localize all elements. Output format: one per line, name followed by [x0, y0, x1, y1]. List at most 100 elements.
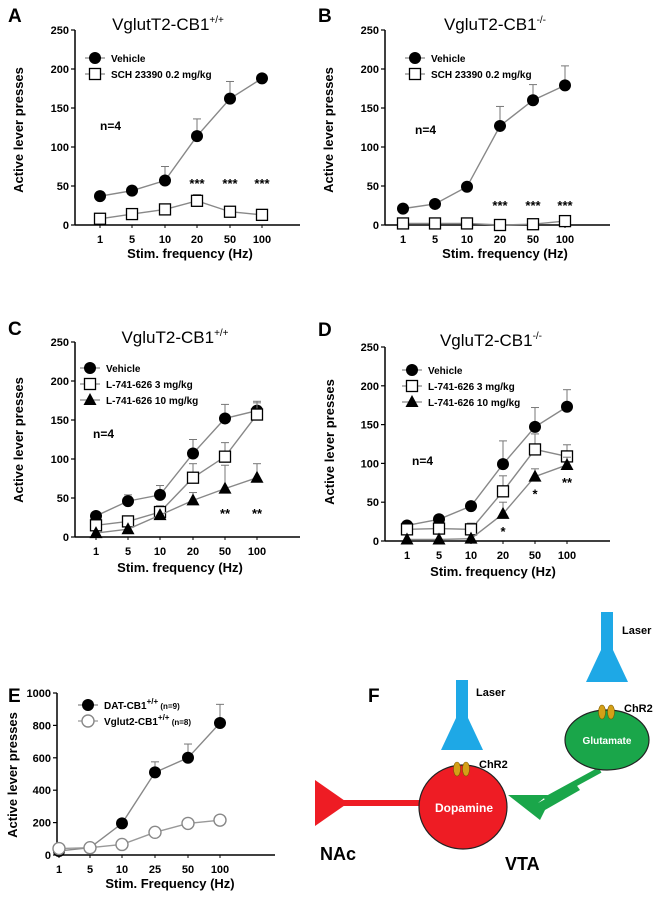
y-tick-label: 0: [45, 850, 51, 862]
data-point: [187, 447, 199, 460]
y-tick-label: 250: [51, 25, 69, 37]
panel-c: C VgluT2-CB1+/+ 0 50 100 150 200 250 1 5 10 20 50 100…: [8, 319, 300, 575]
x-tick-label: 10: [154, 546, 166, 558]
data-point: [218, 481, 232, 494]
legend-label: Vehicle: [111, 54, 146, 65]
data-point: [214, 716, 226, 729]
data-point: [526, 218, 540, 231]
x-tick-label: 50: [527, 234, 539, 246]
laser-dopamine-fiber: [456, 680, 468, 720]
y-tick-label: 100: [51, 454, 69, 466]
data-point: [250, 408, 264, 421]
series-0: [90, 400, 263, 522]
y-tick-label: 0: [63, 532, 69, 544]
significance-star: ***: [557, 198, 573, 213]
y-tick-label: 50: [367, 497, 379, 509]
significance-star: **: [562, 475, 573, 490]
panel-title: VgluT2-CB1-/-: [440, 331, 542, 350]
series-line: [402, 84, 566, 210]
chr2-channel: [607, 704, 615, 720]
series-line: [95, 414, 258, 526]
panel-title-main: VglutT2-CB1: [112, 15, 209, 34]
y-tick-label: 0: [63, 220, 69, 232]
series-0: [397, 65, 571, 215]
x-tick-label: 100: [211, 864, 229, 876]
x-tick-label: 50: [529, 550, 541, 562]
legend-marker: [82, 699, 94, 711]
nac-label: NAc: [320, 844, 356, 864]
data-point: [115, 837, 129, 852]
series-1: [396, 214, 572, 232]
data-point: [89, 526, 103, 539]
data-point: [159, 174, 171, 187]
legend-label: SCH 23390 0.2 mg/kg: [431, 70, 532, 81]
x-tick-label: 100: [253, 234, 271, 246]
data-point: [94, 190, 106, 203]
x-tick-label: 1: [404, 550, 410, 562]
y-tick-label: 600: [33, 753, 51, 765]
laser-label: Laser: [476, 687, 506, 699]
chr2-channel: [598, 704, 606, 720]
data-point: [464, 531, 478, 544]
n-annotation: n=4: [415, 123, 436, 137]
x-tick-label: 50: [219, 546, 231, 558]
x-tick-label: 50: [224, 234, 236, 246]
data-point: [560, 457, 574, 470]
panel-title-main: VgluT2-CB1: [444, 15, 537, 34]
glutamate-axon: [543, 767, 602, 803]
legend-label: Vglut2-CB1+/+ (n=8): [104, 713, 191, 728]
x-axis-label: Stim. frequency (Hz): [430, 564, 556, 579]
y-tick-label: 0: [373, 536, 379, 548]
data-point: [224, 92, 236, 105]
glutamate-neuron: [564, 709, 650, 771]
series-line: [99, 77, 263, 197]
y-tick-label: 50: [57, 181, 69, 193]
x-tick-label: 1: [97, 234, 103, 246]
data-point: [190, 194, 204, 207]
data-point: [558, 214, 572, 228]
panel-label: F: [368, 686, 380, 707]
dopamine-axon: [330, 800, 420, 806]
x-tick-label: 10: [159, 234, 171, 246]
series-2: [400, 456, 574, 545]
n-annotation: n=4: [412, 454, 433, 468]
legend-label-tail: (n=9): [158, 702, 180, 711]
data-point: [191, 130, 203, 143]
x-axis-label: Stim. Frequency (Hz): [105, 876, 234, 891]
data-point: [181, 816, 195, 831]
series-1: [52, 813, 227, 856]
data-point: [90, 509, 102, 522]
data-point: [397, 202, 409, 215]
significance-star: ***: [525, 198, 541, 213]
series-1: [89, 402, 264, 532]
y-tick-label: 100: [51, 142, 69, 154]
legend-label: Vehicle: [431, 54, 466, 65]
y-axis-label: Active lever presses: [11, 377, 26, 503]
panel-label: C: [8, 319, 22, 340]
dopamine-label: Dopamine: [435, 801, 493, 815]
y-tick-label: 50: [57, 493, 69, 505]
legend-marker: [81, 714, 95, 728]
data-point: [396, 217, 410, 230]
series-1: [93, 194, 269, 225]
data-point: [126, 184, 138, 197]
panel-title: VgluT2-CB1+/+: [121, 328, 228, 347]
y-tick-label: 200: [51, 64, 69, 76]
y-tick-label: 250: [361, 342, 379, 354]
legend: Vehicle SCH 23390 0.2 mg/kg: [405, 52, 532, 81]
panel-d: D VgluT2-CB1-/- 0 50 100 150 200 250 1 5 10 20 50 100…: [318, 320, 610, 579]
series-line: [95, 477, 258, 534]
data-point: [496, 485, 510, 498]
x-tick-label: 5: [125, 546, 131, 558]
legend-label-tail: (n=8): [169, 718, 191, 727]
legend-marker: [83, 393, 97, 405]
data-point: [158, 203, 172, 216]
x-tick-label: 10: [116, 864, 128, 876]
data-point: [494, 119, 506, 132]
legend-marker: [406, 364, 418, 376]
laser-glutamate-fiber: [601, 612, 613, 652]
panel-label: A: [8, 6, 22, 27]
significance-star: ***: [189, 176, 205, 191]
significance-star: **: [220, 506, 231, 521]
